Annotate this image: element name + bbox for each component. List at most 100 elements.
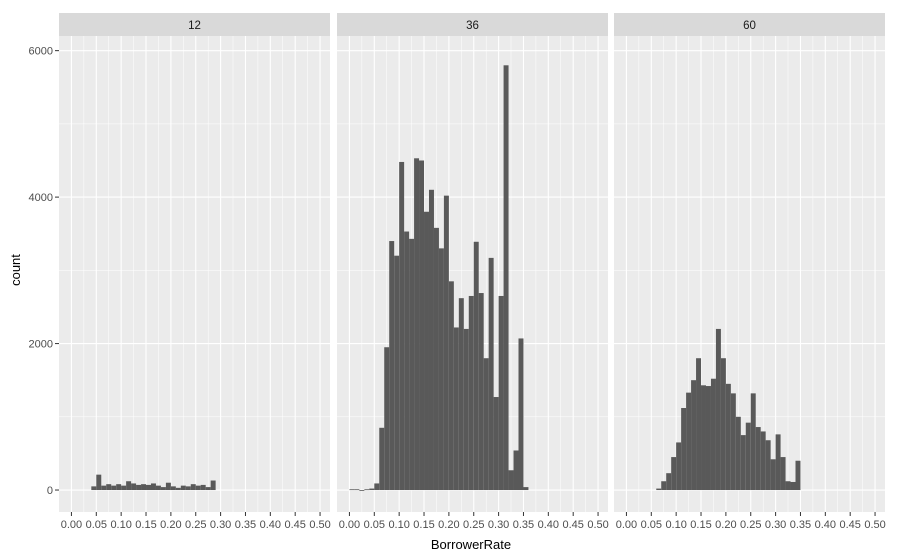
x-tick-label: 0.30 <box>488 519 509 531</box>
x-tick-label: 0.30 <box>210 519 231 531</box>
x-tick-label: 0.20 <box>715 519 736 531</box>
x-tick-label: 0.35 <box>235 519 256 531</box>
facet-strip <box>337 13 608 36</box>
histogram-bar <box>523 487 529 491</box>
x-tick-label: 0.05 <box>641 519 662 531</box>
histogram-bar <box>483 358 489 491</box>
histogram-bar <box>710 378 716 491</box>
histogram-bar <box>374 483 380 491</box>
x-tick-label: 0.45 <box>839 519 860 531</box>
facet-strip <box>614 13 885 36</box>
histogram-bar <box>379 427 385 491</box>
histogram-bar <box>155 485 161 491</box>
histogram-bar <box>404 231 410 491</box>
facet-strip <box>59 13 330 36</box>
histogram-bar <box>745 422 751 491</box>
histogram-bar <box>424 211 429 491</box>
x-tick-label: 0.45 <box>284 519 305 531</box>
x-axis-title: BorrowerRate <box>431 537 511 552</box>
histogram-bar <box>399 161 405 491</box>
x-tick-label: 0.35 <box>790 519 811 531</box>
histogram-bar <box>696 358 702 491</box>
histogram-bar <box>740 435 746 491</box>
histogram-bar <box>666 473 672 491</box>
histogram-bar <box>785 481 791 491</box>
histogram-bar <box>175 487 181 491</box>
y-tick-label: 2000 <box>29 339 53 351</box>
histogram-bar <box>438 248 444 491</box>
y-tick-label: 6000 <box>29 46 53 58</box>
facet-strip-label: 12 <box>188 20 201 32</box>
histogram-bar <box>790 481 796 491</box>
histogram-bar <box>656 488 662 491</box>
histogram-bar <box>513 450 519 491</box>
x-tick-label: 0.50 <box>309 519 330 531</box>
histogram-bar <box>686 392 692 491</box>
x-tick-label: 0.25 <box>463 519 484 531</box>
histogram-bar <box>755 427 761 491</box>
x-tick-label: 0.15 <box>413 519 434 531</box>
histogram-bar <box>101 485 107 491</box>
x-tick-label: 0.45 <box>562 519 583 531</box>
histogram-bar <box>508 470 514 491</box>
histogram-bar <box>488 257 494 491</box>
facet-panels: 120.00 0.05 0.10 0.15 0.20 0.25 0.30 0.35 0.40 0.… <box>59 13 886 531</box>
histogram-bar <box>185 486 191 491</box>
histogram-bar <box>765 440 771 491</box>
y-tick-label: 0 <box>47 485 53 497</box>
x-tick-label: 0.10 <box>110 519 131 531</box>
histogram-bar <box>409 238 415 491</box>
histogram-bar <box>394 255 400 491</box>
histogram-bar <box>770 459 776 491</box>
histogram-bar <box>493 397 499 491</box>
histogram-bar <box>671 457 677 491</box>
x-tick-label: 0.40 <box>538 519 559 531</box>
y-tick-label: 4000 <box>29 192 53 204</box>
histogram-bar <box>354 489 360 491</box>
x-tick-label: 0.50 <box>864 519 885 531</box>
x-tick-label: 0.20 <box>438 519 459 531</box>
histogram-bar <box>730 393 736 491</box>
histogram-bar <box>780 457 786 491</box>
panel-background <box>59 36 330 512</box>
histogram-bar <box>141 484 147 491</box>
facet-panel-36: 360.00 0.05 0.10 0.15 0.20 0.25 0.30 0.35 0.40 0.… <box>337 13 609 531</box>
x-tick-label: 0.40 <box>260 519 281 531</box>
histogram-bar <box>775 434 781 491</box>
histogram-bar <box>760 431 766 491</box>
histogram-bar <box>795 460 801 491</box>
histogram-bar <box>414 158 420 491</box>
histogram-bar <box>478 293 484 491</box>
histogram-bar <box>720 358 726 491</box>
x-tick-label: 0.00 <box>616 519 637 531</box>
histogram-bar <box>433 227 439 491</box>
x-tick-label: 0.10 <box>665 519 686 531</box>
x-tick-label: 0.25 <box>740 519 761 531</box>
histogram-bar <box>136 484 142 491</box>
histogram-bar <box>180 485 186 491</box>
y-axis: 0 2000 4000 6000 <box>29 46 59 497</box>
histogram-bar <box>359 490 365 491</box>
histogram-bar <box>750 393 756 491</box>
histogram-bar <box>419 160 425 491</box>
histogram-bar <box>681 408 687 491</box>
histogram-bar <box>725 383 731 491</box>
histogram-bar <box>498 295 504 491</box>
x-tick-label: 0.10 <box>388 519 409 531</box>
x-tick-label: 0.15 <box>690 519 711 531</box>
histogram-bar <box>364 489 370 491</box>
histogram-bar <box>468 295 474 491</box>
histogram-bar <box>448 281 454 491</box>
histogram-bar <box>205 487 211 491</box>
histogram-bar <box>96 474 102 491</box>
histogram-bar <box>463 328 469 491</box>
histogram-bar <box>701 385 706 491</box>
histogram-bar <box>384 347 390 491</box>
histogram-bar <box>473 241 479 491</box>
histogram-bar <box>676 442 682 491</box>
facet-strip-label: 36 <box>466 20 479 32</box>
histogram-bar <box>428 189 434 491</box>
histogram-bar <box>715 328 721 491</box>
x-tick-label: 0.35 <box>513 519 534 531</box>
